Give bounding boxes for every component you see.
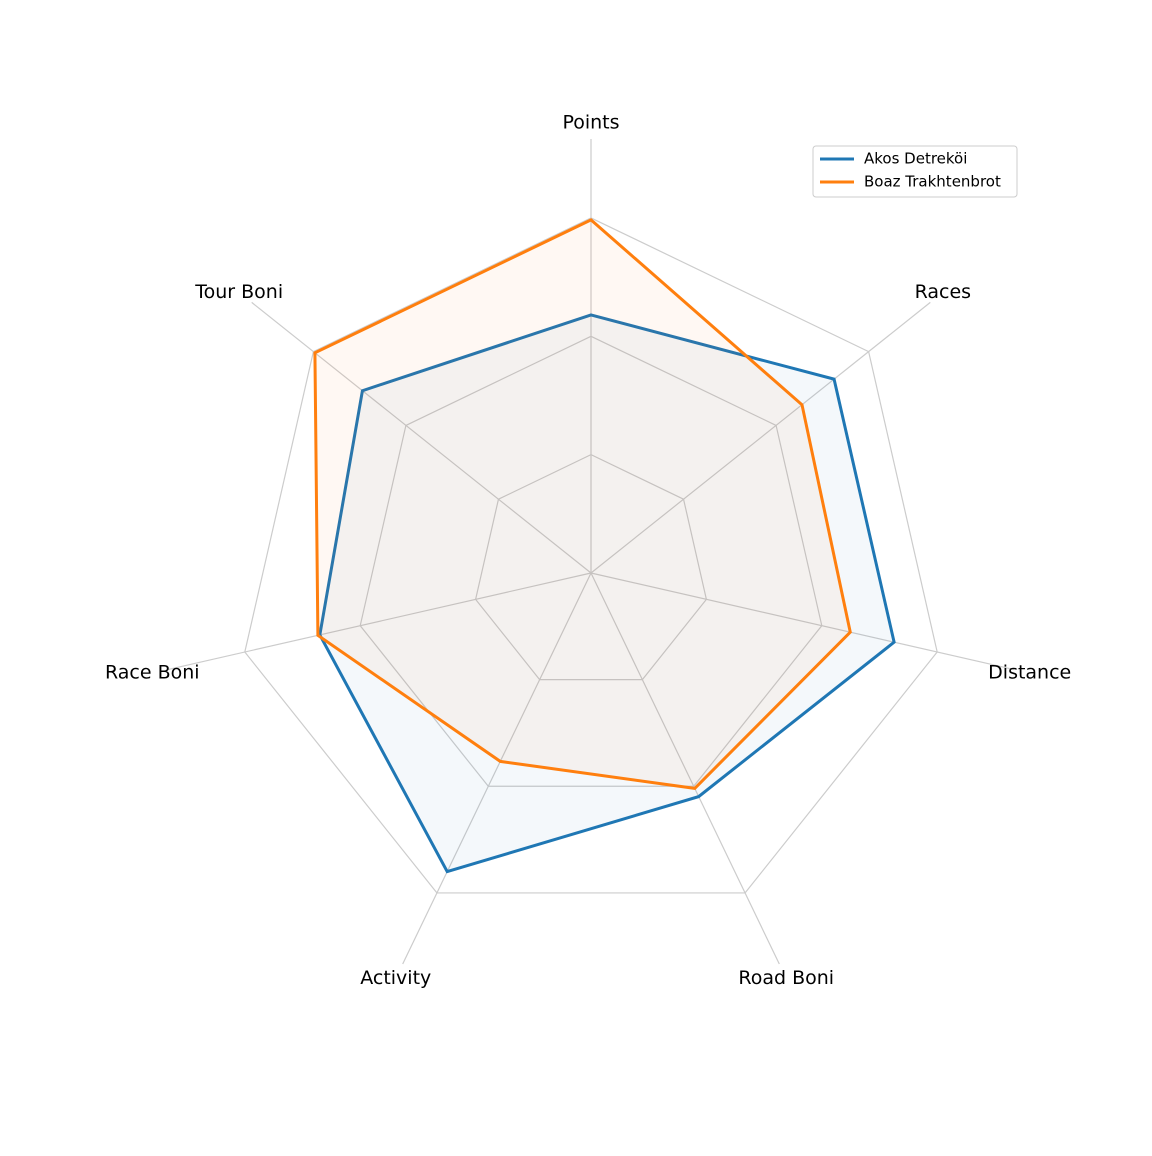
marks	[313, 218, 896, 874]
legend-box	[812, 145, 1018, 198]
series-line	[313, 218, 852, 791]
axis-label: Distance	[988, 662, 1071, 684]
axis-label: Activity	[360, 967, 431, 989]
axis-line	[590, 572, 1015, 671]
grid-ring	[474, 453, 708, 681]
series-line	[318, 313, 896, 874]
grid-ring	[244, 217, 938, 894]
axis-label: Races	[915, 281, 971, 303]
series-area	[314, 219, 851, 789]
axis-line	[590, 572, 780, 965]
axis-label: Road Boni	[738, 967, 834, 989]
axis-label: Points	[562, 112, 619, 134]
axis-line	[590, 301, 931, 574]
legend: Akos Detreköi Boaz Trakhtenbrot	[812, 145, 1018, 198]
grid: Points Races Distance Road Boni Activity Race…	[105, 112, 1071, 989]
axis-label: Race Boni	[105, 662, 200, 684]
axis-line	[167, 572, 592, 671]
legend-label: Boaz Trakhtenbrot	[864, 173, 1001, 191]
legend-label: Akos Detreköi	[864, 150, 967, 168]
axis-label: Tour Boni	[194, 281, 283, 303]
grid-ring	[359, 335, 823, 787]
axis-line	[251, 301, 592, 574]
axis-line	[402, 572, 592, 965]
